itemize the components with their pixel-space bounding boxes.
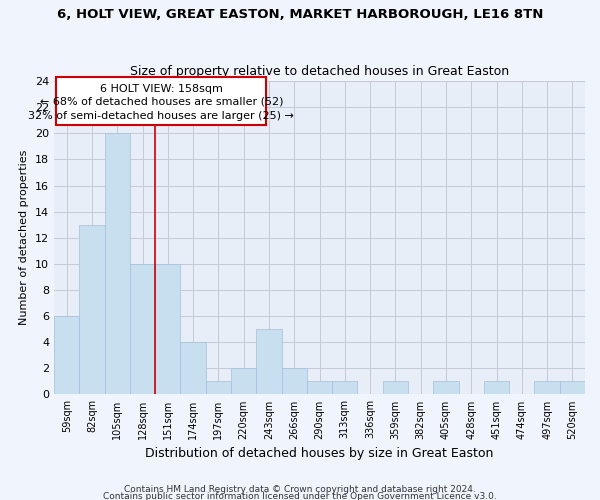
Bar [332,382,358,394]
Bar [307,382,332,394]
Text: 32% of semi-detached houses are larger (25) →: 32% of semi-detached houses are larger (… [28,112,294,122]
Title: Size of property relative to detached houses in Great Easton: Size of property relative to detached ho… [130,66,509,78]
Text: 6 HOLT VIEW: 158sqm: 6 HOLT VIEW: 158sqm [100,84,223,94]
Bar [383,382,408,394]
Y-axis label: Number of detached properties: Number of detached properties [19,150,29,326]
Bar [54,316,79,394]
FancyBboxPatch shape [56,77,266,126]
Text: ← 68% of detached houses are smaller (52): ← 68% of detached houses are smaller (52… [40,97,283,107]
Bar [484,382,509,394]
Text: 6, HOLT VIEW, GREAT EASTON, MARKET HARBOROUGH, LE16 8TN: 6, HOLT VIEW, GREAT EASTON, MARKET HARBO… [57,8,543,20]
Bar [560,382,585,394]
Bar [433,382,458,394]
Text: Contains HM Land Registry data © Crown copyright and database right 2024.: Contains HM Land Registry data © Crown c… [124,484,476,494]
Bar [181,342,206,394]
X-axis label: Distribution of detached houses by size in Great Easton: Distribution of detached houses by size … [145,447,494,460]
Text: Contains public sector information licensed under the Open Government Licence v3: Contains public sector information licen… [103,492,497,500]
Bar [256,329,281,394]
Bar [535,382,560,394]
Bar [104,134,130,394]
Bar [79,224,104,394]
Bar [206,382,231,394]
Bar [155,264,181,394]
Bar [231,368,256,394]
Bar [130,264,155,394]
Bar [281,368,307,394]
